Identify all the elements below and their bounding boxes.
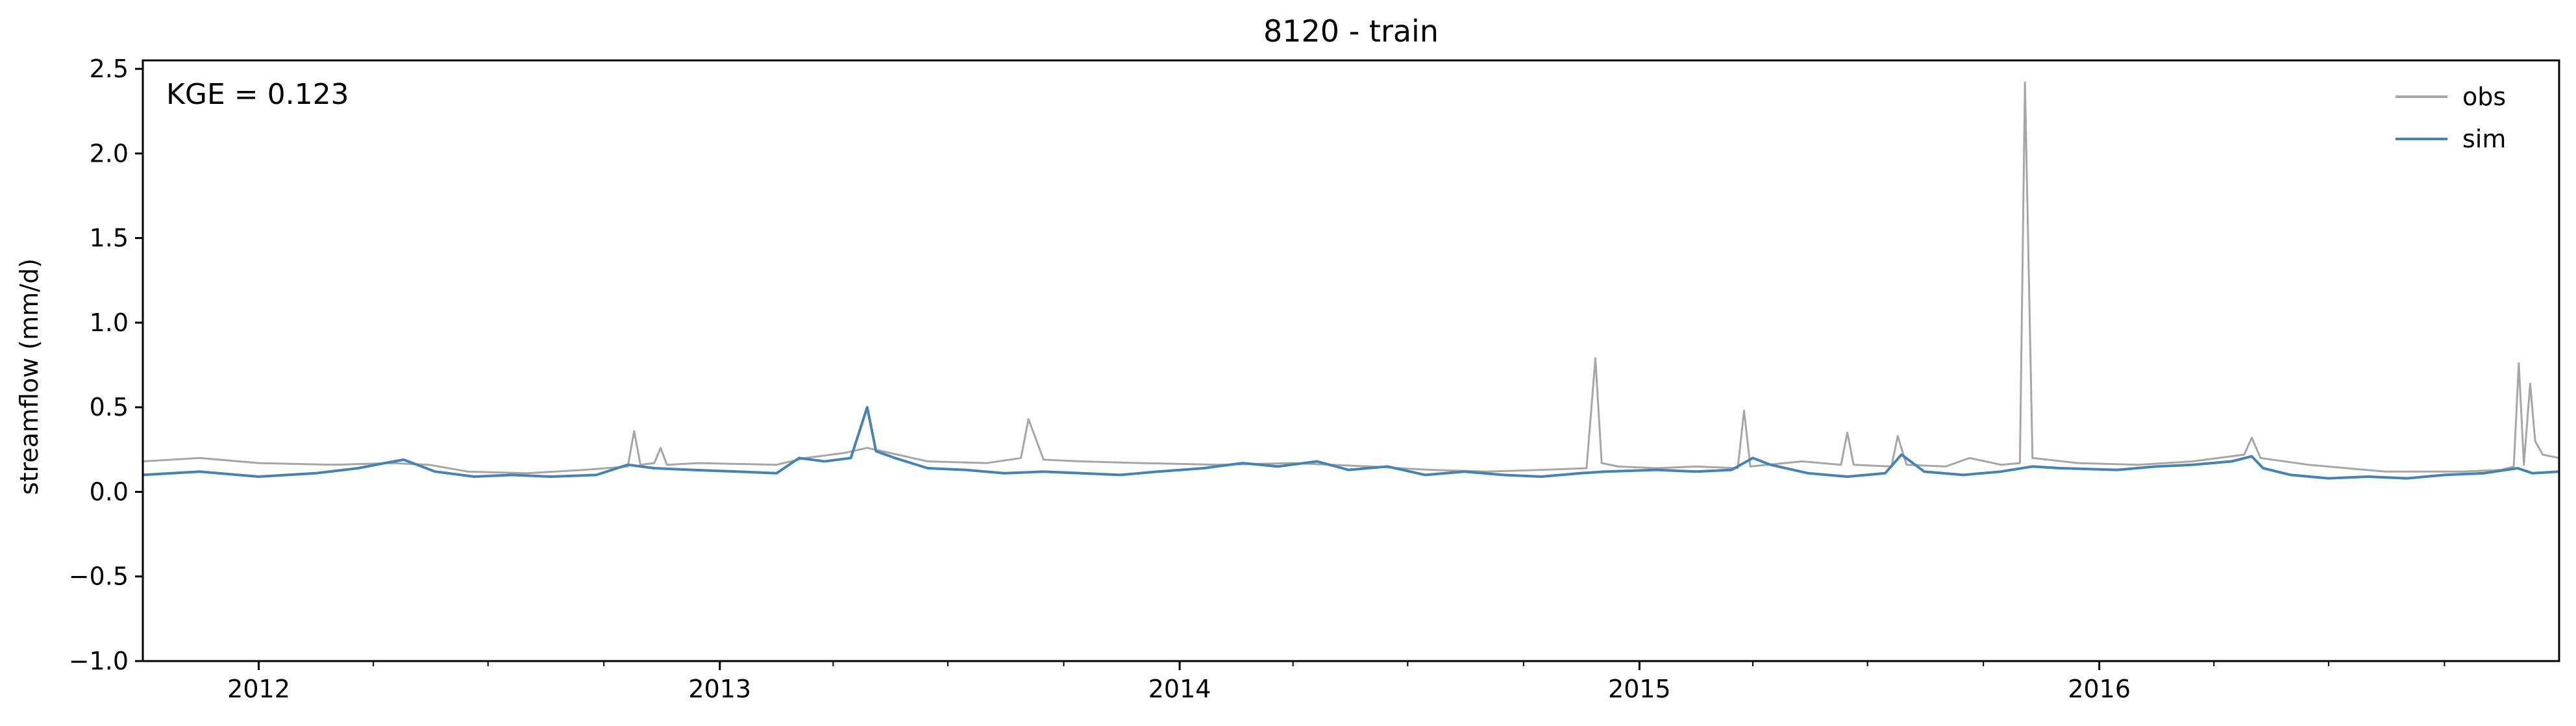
- y-tick-label: 2.0: [90, 139, 129, 168]
- y-tick-label: 1.5: [90, 224, 129, 253]
- x-tick-label: 2015: [1608, 675, 1671, 703]
- legend-label-sim: sim: [2462, 125, 2506, 153]
- y-tick-label: 2.5: [90, 55, 129, 83]
- series-line-sim: [142, 406, 2560, 480]
- y-tick-label: 0.5: [90, 393, 129, 421]
- series-layer: [142, 81, 2560, 480]
- kge-annotation: KGE = 0.123: [166, 78, 349, 111]
- y-tick-label: −1.0: [69, 647, 129, 675]
- plot-area: [142, 59, 2560, 662]
- legend: obs sim: [2396, 82, 2506, 153]
- x-axis: 2012 2013 2014 2015 2016: [227, 661, 2446, 703]
- y-tick-label: −0.5: [69, 562, 129, 591]
- legend-label-obs: obs: [2462, 82, 2506, 111]
- chart-title: 8120 - train: [1263, 14, 1439, 49]
- x-tick-label: 2012: [227, 675, 290, 703]
- y-tick-label: 1.0: [90, 308, 129, 337]
- plot-frame: [142, 59, 2560, 662]
- x-tick-label: 2016: [2068, 675, 2131, 703]
- x-tick-label: 2014: [1148, 675, 1211, 703]
- y-tick-label: 0.0: [90, 477, 129, 506]
- series-line-obs: [142, 81, 2560, 475]
- y-axis-label: streamflow (mm/d): [15, 258, 43, 495]
- y-axis: −1.0 −0.5 0.0 0.5 1.0 1.5 2.0 2.5: [69, 55, 143, 675]
- x-tick-label: 2013: [688, 675, 751, 703]
